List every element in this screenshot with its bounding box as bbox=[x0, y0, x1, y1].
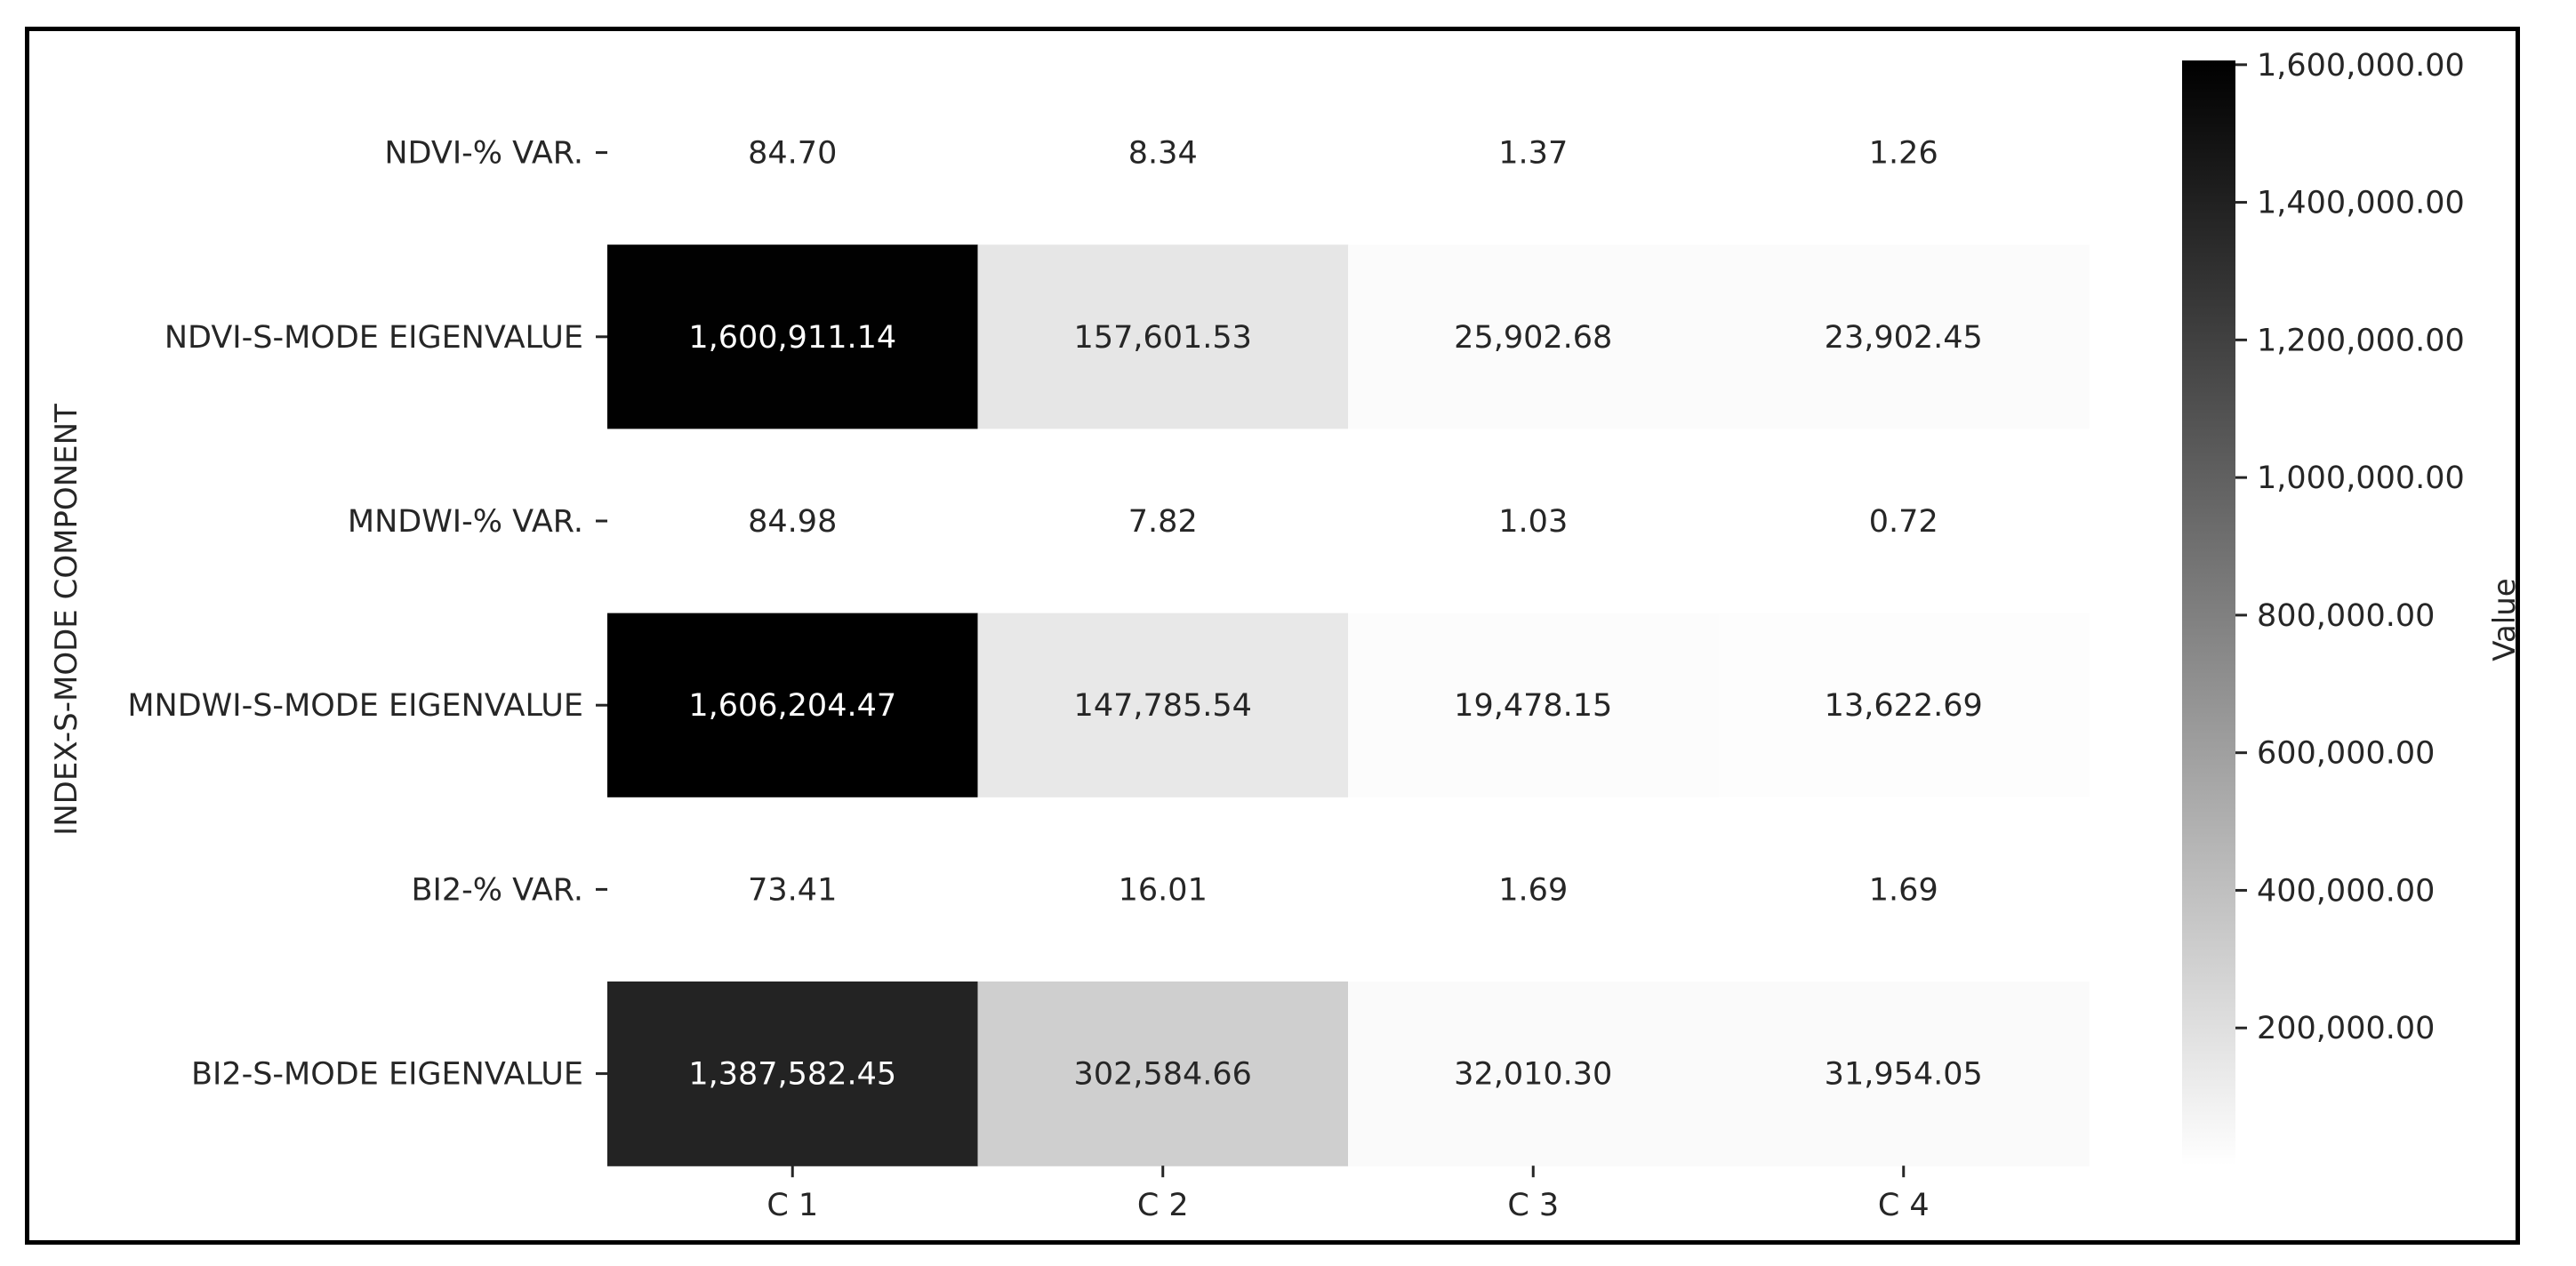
heatmap-cell bbox=[1718, 613, 2090, 798]
heatmap-cell bbox=[1348, 244, 1720, 429]
cell-value-label: 23,902.45 bbox=[1825, 320, 1983, 356]
heatmap-cell bbox=[607, 60, 979, 245]
heatmap-cell bbox=[607, 982, 979, 1166]
column-label: C 4 bbox=[1878, 1188, 1930, 1223]
row-label: MNDWI-% VAR. bbox=[348, 504, 583, 540]
heatmap-cell bbox=[977, 797, 1349, 982]
heatmap-cell bbox=[1718, 60, 2090, 245]
colorbar-title: Value bbox=[2487, 578, 2523, 661]
cell-value-label: 16.01 bbox=[1119, 872, 1208, 908]
heatmap-cell bbox=[1348, 429, 1720, 614]
cell-value-label: 73.41 bbox=[748, 872, 837, 908]
column-axis: C 1 C 2 C 3 C 4 bbox=[766, 1166, 1930, 1223]
row-label: NDVI-% VAR. bbox=[384, 136, 583, 172]
heatmap-cell bbox=[1348, 60, 1720, 245]
cell-value-label: 19,478.15 bbox=[1454, 688, 1612, 724]
colorbar-tick-label: 800,000.00 bbox=[2257, 598, 2435, 634]
cell-value-label: 157,601.53 bbox=[1074, 320, 1252, 356]
heatmap-cell bbox=[1348, 613, 1720, 798]
cell-value-label: 25,902.68 bbox=[1454, 320, 1612, 356]
column-label: C 1 bbox=[766, 1188, 818, 1223]
heatmap-cell bbox=[607, 244, 979, 429]
colorbar-tick-label: 200,000.00 bbox=[2257, 1011, 2435, 1046]
heatmap-cell bbox=[977, 613, 1349, 798]
heatmap-cell bbox=[607, 613, 979, 798]
cell-value-label: 84.98 bbox=[748, 504, 837, 540]
cell-value-label: 1,606,204.47 bbox=[688, 688, 896, 724]
cell-value-label: 1.69 bbox=[1869, 872, 1938, 908]
column-label: C 3 bbox=[1507, 1188, 1559, 1223]
colorbar-tick-label: 1,200,000.00 bbox=[2257, 323, 2465, 358]
heatmap-cell bbox=[1348, 982, 1720, 1166]
heatmap-cell bbox=[1718, 797, 2090, 982]
heatmap-cell-labels: 84.70 8.34 1.37 1.26 1,600,911.14 157,601.53 2… bbox=[688, 136, 1982, 1093]
colorbar-tick-label: 400,000.00 bbox=[2257, 873, 2435, 909]
colorbar-tick-label: 600,000.00 bbox=[2257, 736, 2435, 772]
cell-value-label: 1.03 bbox=[1498, 504, 1568, 540]
heatmap-cell bbox=[607, 429, 979, 614]
cell-value-label: 1,387,582.45 bbox=[688, 1057, 896, 1093]
cell-value-label: 7.82 bbox=[1128, 504, 1198, 540]
figure-border bbox=[25, 27, 2520, 1245]
row-label: BI2-% VAR. bbox=[412, 872, 583, 908]
colorbar-tick-label: 1,600,000.00 bbox=[2257, 48, 2465, 84]
cell-value-label: 302,584.66 bbox=[1074, 1057, 1252, 1093]
colorbar-tick-label: 1,000,000.00 bbox=[2257, 461, 2465, 496]
y-axis-title: INDEX-S-MODE COMPONENT bbox=[49, 404, 84, 836]
heatmap-cell bbox=[977, 429, 1349, 614]
heatmap-cell bbox=[1718, 982, 2090, 1166]
cell-value-label: 8.34 bbox=[1128, 136, 1198, 172]
cell-value-label: 84.70 bbox=[748, 136, 837, 172]
row-label: MNDWI-S-MODE EIGENVALUE bbox=[127, 688, 583, 724]
cell-value-label: 32,010.30 bbox=[1454, 1057, 1612, 1093]
heatmap-cell bbox=[977, 982, 1349, 1166]
heatmap-cell bbox=[1718, 429, 2090, 614]
column-label: C 2 bbox=[1137, 1188, 1189, 1223]
row-label: NDVI-S-MODE EIGENVALUE bbox=[165, 320, 583, 356]
heatmap-cell bbox=[977, 60, 1349, 245]
colorbar bbox=[2182, 60, 2235, 1166]
heatmap-cell bbox=[1348, 797, 1720, 982]
heatmap-cell bbox=[1718, 244, 2090, 429]
cell-value-label: 31,954.05 bbox=[1825, 1057, 1983, 1093]
colorbar-tick-label: 1,400,000.00 bbox=[2257, 186, 2465, 221]
row-label: BI2-S-MODE EIGENVALUE bbox=[191, 1057, 583, 1093]
cell-value-label: 0.72 bbox=[1869, 504, 1938, 540]
row-axis: NDVI-% VAR. NDVI-S-MODE EIGENVALUE MNDWI-%… bbox=[127, 136, 607, 1093]
cell-value-label: 147,785.54 bbox=[1074, 688, 1252, 724]
heatmap-cell bbox=[607, 797, 979, 982]
heatmap-cell bbox=[977, 244, 1349, 429]
cell-value-label: 1.37 bbox=[1498, 136, 1568, 172]
cell-value-label: 1.69 bbox=[1498, 872, 1568, 908]
cell-value-label: 13,622.69 bbox=[1825, 688, 1983, 724]
cell-value-label: 1.26 bbox=[1869, 136, 1938, 172]
colorbar-axis: 200,000.00 400,000.00 600,000.00 800,000.00… bbox=[2235, 48, 2465, 1046]
heatmap-cells bbox=[607, 60, 2090, 1166]
cell-value-label: 1,600,911.14 bbox=[688, 320, 896, 356]
